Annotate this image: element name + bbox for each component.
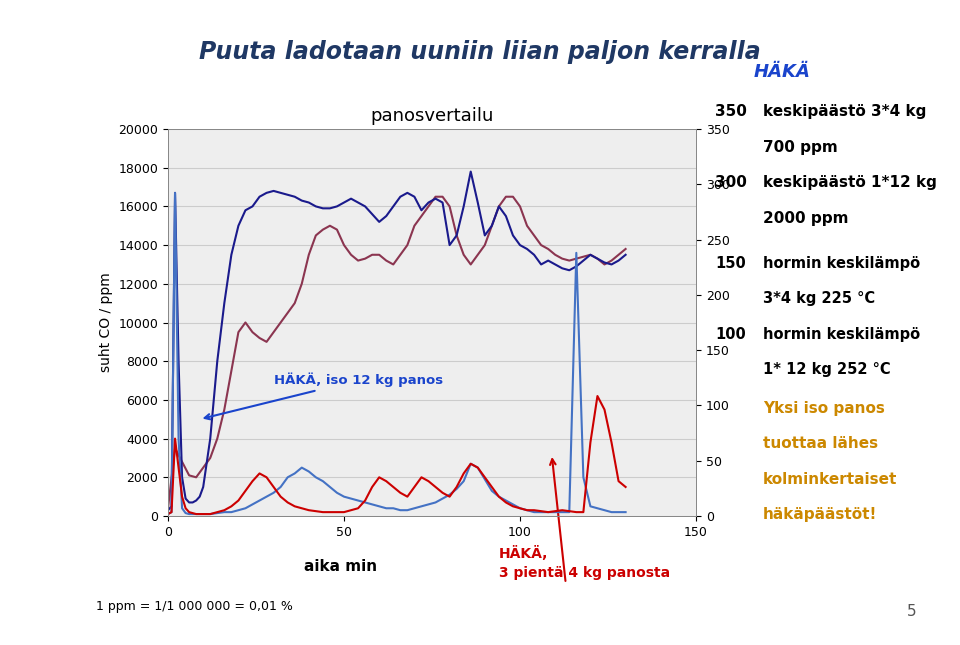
Text: Yksi iso panos: Yksi iso panos (763, 401, 885, 416)
Text: tuottaa lähes: tuottaa lähes (763, 436, 878, 452)
Text: 100: 100 (715, 326, 746, 342)
Text: HÄKÄ, iso 12 kg panos: HÄKÄ, iso 12 kg panos (204, 373, 443, 419)
Text: häkäpäästöt!: häkäpäästöt! (763, 507, 877, 522)
Text: hormin keskilämpö: hormin keskilämpö (763, 255, 921, 271)
Text: HÄKÄ,: HÄKÄ, (499, 546, 548, 561)
Text: 700 ppm: 700 ppm (763, 139, 838, 155)
Text: 1 ppm = 1/1 000 000 = 0,01 %: 1 ppm = 1/1 000 000 = 0,01 % (96, 599, 293, 613)
Text: kolminkertaiset: kolminkertaiset (763, 471, 898, 487)
Text: Puuta ladotaan uuniin liian paljon kerralla: Puuta ladotaan uuniin liian paljon kerra… (199, 41, 761, 64)
Title: panosvertailu: panosvertailu (371, 106, 493, 124)
Text: 3 pientä 4 kg panosta: 3 pientä 4 kg panosta (499, 566, 670, 580)
Text: keskipäästö 1*12 kg: keskipäästö 1*12 kg (763, 175, 937, 190)
Text: HÄKÄ: HÄKÄ (754, 63, 810, 81)
Text: aika min: aika min (304, 559, 377, 574)
Text: keskipäästö 3*4 kg: keskipäästö 3*4 kg (763, 104, 926, 119)
Text: 5: 5 (907, 604, 917, 619)
Text: 1* 12 kg 252 °C: 1* 12 kg 252 °C (763, 362, 891, 377)
Text: 3*4 kg 225 °C: 3*4 kg 225 °C (763, 291, 876, 306)
Text: 2000 ppm: 2000 ppm (763, 210, 849, 226)
Y-axis label: suht CO / ppm: suht CO / ppm (99, 273, 113, 372)
Text: 300: 300 (715, 175, 747, 190)
Text: hormin keskilämpö: hormin keskilämpö (763, 326, 921, 342)
Text: 350: 350 (715, 104, 747, 119)
Text: 150: 150 (715, 255, 746, 271)
